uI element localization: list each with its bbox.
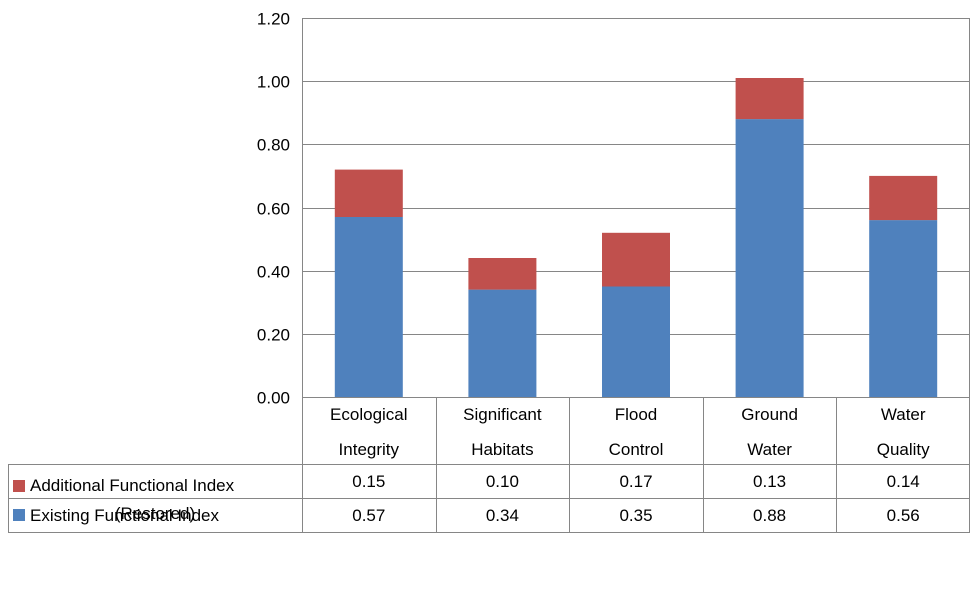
bar-existing-functional-index: [468, 289, 537, 397]
bar-additional-functional-index: [869, 175, 938, 221]
category-label: Ecological: [330, 405, 408, 424]
bar-additional-functional-index: [735, 78, 804, 120]
category-label: Significant: [463, 405, 542, 424]
table-cell-value: 0.10: [486, 472, 519, 491]
category-label: Habitats: [471, 440, 533, 459]
bar-additional-functional-index: [468, 258, 537, 290]
table-cell-value: 0.17: [619, 472, 652, 491]
y-tick-label: 0.60: [257, 200, 290, 219]
y-tick-label: 0.80: [257, 136, 290, 155]
category-label: Integrity: [339, 440, 400, 459]
y-tick-label: 1.00: [257, 73, 290, 92]
table-cell-value: 0.57: [352, 506, 385, 525]
bar-additional-functional-index: [334, 169, 403, 217]
y-tick-label: 0.00: [257, 389, 290, 408]
y-tick-label: 0.20: [257, 326, 290, 345]
legend-label: Existing Functional Index: [30, 506, 219, 525]
table-cell-value: 0.15: [352, 472, 385, 491]
category-label: Water: [881, 405, 926, 424]
bar-existing-functional-index: [334, 217, 403, 397]
y-tick-label: 1.20: [257, 10, 290, 29]
table-cell-value: 0.34: [486, 506, 519, 525]
category-label: Quality: [877, 440, 930, 459]
table-cell-value: 0.13: [753, 472, 786, 491]
bar-existing-functional-index: [602, 286, 670, 397]
bar-existing-functional-index: [869, 220, 938, 397]
category-label: Ground: [741, 405, 798, 424]
bar-existing-functional-index: [735, 119, 804, 397]
category-label: Control: [609, 440, 664, 459]
y-tick-label: 0.40: [257, 263, 290, 282]
legend-label: Additional Functional Index: [30, 476, 235, 495]
table-cell-value: 0.56: [887, 506, 920, 525]
legend-key-additional: [13, 480, 25, 492]
category-label: Water: [747, 440, 792, 459]
table-cell-value: 0.35: [619, 506, 652, 525]
legend-label: (Restored): [115, 504, 195, 523]
table-cell-value: 0.14: [887, 472, 920, 491]
category-label: Flood: [615, 405, 658, 424]
bar-additional-functional-index: [602, 232, 670, 287]
table-cell-value: 0.88: [753, 506, 786, 525]
legend-key-existing: [13, 509, 25, 521]
